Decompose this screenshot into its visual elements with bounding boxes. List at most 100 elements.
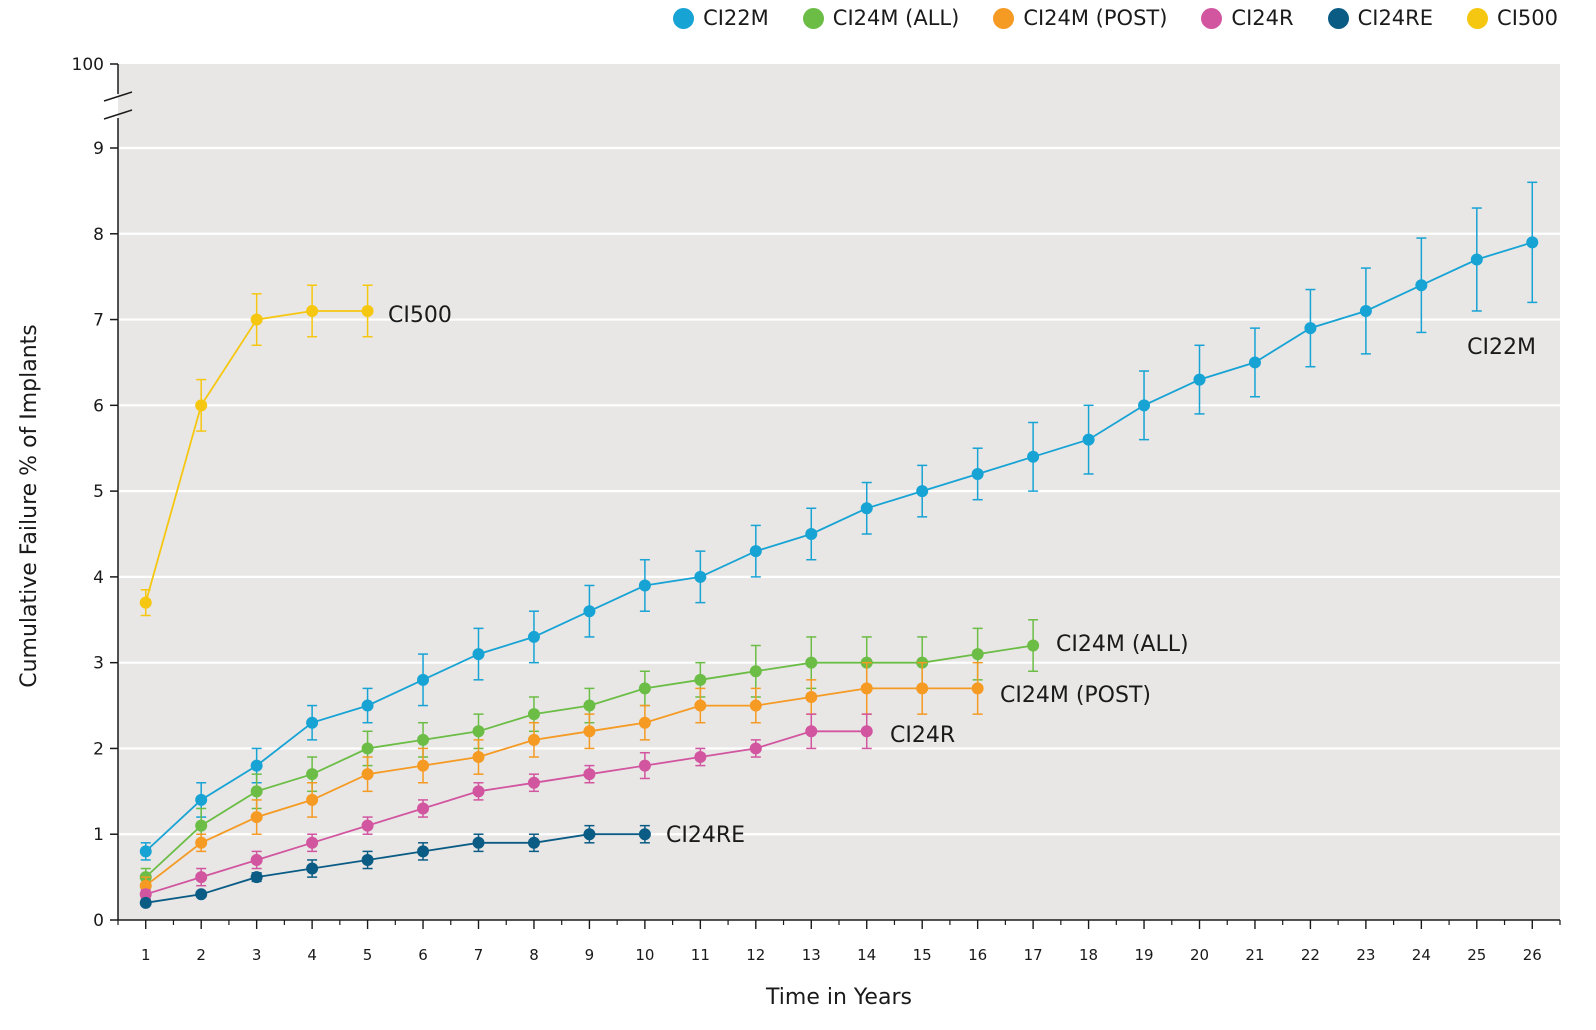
data-point <box>749 699 762 712</box>
data-point <box>638 682 651 695</box>
legend-label: CI500 <box>1497 6 1558 30</box>
data-point <box>694 751 707 764</box>
legend-swatch-icon <box>673 7 695 29</box>
x-tick-label: 25 <box>1467 946 1486 964</box>
x-tick-label: 26 <box>1523 946 1542 964</box>
data-point <box>472 725 485 738</box>
series-ci22m: CI22M <box>139 181 1539 861</box>
data-point <box>694 673 707 686</box>
data-point <box>139 888 152 901</box>
legend: CI22M CI24M (ALL) CI24M (POST) CI24R CI24RE C… <box>673 6 1558 30</box>
data-point <box>583 828 596 841</box>
data-point <box>195 836 208 849</box>
data-point <box>916 485 929 498</box>
data-point <box>1248 356 1261 369</box>
data-point <box>860 682 873 695</box>
legend-label: CI24R <box>1231 6 1294 30</box>
series-end-label: CI24RE <box>666 823 745 848</box>
y-tick-label: 0 <box>93 911 104 931</box>
data-point <box>583 725 596 738</box>
data-point <box>417 802 430 815</box>
data-point <box>361 768 374 781</box>
data-point <box>417 733 430 746</box>
data-point <box>1526 236 1539 249</box>
legend-swatch-icon <box>1467 7 1489 29</box>
data-point <box>195 871 208 884</box>
data-point <box>139 896 152 909</box>
data-point <box>195 793 208 806</box>
data-point <box>306 793 319 806</box>
data-point <box>417 673 430 686</box>
data-point <box>250 811 263 824</box>
y-tick-label: 8 <box>93 225 104 245</box>
data-point <box>583 699 596 712</box>
data-point <box>1138 399 1151 412</box>
x-tick-label: 13 <box>802 946 821 964</box>
data-point <box>971 467 984 480</box>
data-point <box>638 579 651 592</box>
x-tick-label: 2 <box>196 946 206 964</box>
data-point <box>527 630 540 643</box>
data-point <box>417 759 430 772</box>
data-point <box>749 665 762 678</box>
series-layer: CI22M CI24M (ALL) CI24M (POST) CI24R CI24RE C… <box>139 181 1539 909</box>
series-line <box>145 241 1533 853</box>
data-point <box>860 725 873 738</box>
data-point <box>306 716 319 729</box>
data-point <box>860 502 873 515</box>
x-tick-label: 18 <box>1079 946 1098 964</box>
data-point <box>805 528 818 540</box>
series-end-label: CI24M (POST) <box>1000 683 1151 708</box>
data-point <box>805 690 818 703</box>
data-point <box>527 836 540 849</box>
x-tick-label: 4 <box>307 946 317 964</box>
axis-break-mark <box>103 109 133 120</box>
data-point <box>361 742 374 755</box>
y-tick-label: 100 <box>72 55 104 75</box>
data-point <box>139 596 152 609</box>
x-tick-label: 21 <box>1245 946 1264 964</box>
data-point <box>306 862 319 875</box>
data-point <box>250 759 263 772</box>
data-point <box>472 836 485 849</box>
legend-label: CI24RE <box>1357 6 1434 30</box>
x-tick-label: 9 <box>585 946 595 964</box>
data-point <box>527 776 540 789</box>
data-point <box>1304 322 1317 335</box>
series-ci24re: CI24RE <box>139 823 745 909</box>
series-end-label: CI24R <box>890 723 955 748</box>
x-tick-label: 17 <box>1024 946 1043 964</box>
data-point <box>749 545 762 558</box>
data-point <box>1027 450 1040 463</box>
data-point <box>139 845 152 858</box>
data-point <box>749 742 762 755</box>
data-point <box>361 304 374 317</box>
x-axis-title: Time in Years <box>765 985 912 1010</box>
x-tick-label: 8 <box>529 946 539 964</box>
series-ci500: CI500 <box>139 284 452 617</box>
series-line <box>145 730 867 896</box>
data-point <box>250 785 263 798</box>
x-tick-label: 7 <box>474 946 484 964</box>
data-point <box>638 828 651 841</box>
y-tick-label: 7 <box>93 311 104 331</box>
y-tick-label: 6 <box>93 396 104 416</box>
data-point <box>250 853 263 866</box>
data-point <box>1470 253 1483 266</box>
data-point <box>250 313 263 326</box>
data-point <box>306 304 319 317</box>
data-point <box>1359 304 1372 317</box>
data-point <box>971 682 984 695</box>
data-point <box>417 845 430 858</box>
data-point <box>805 656 818 669</box>
data-point <box>583 768 596 781</box>
series-end-label: CI500 <box>388 303 452 328</box>
data-point <box>916 682 929 695</box>
x-tick-label: 24 <box>1412 946 1431 964</box>
data-point <box>694 570 707 583</box>
y-tick-label: 4 <box>93 568 104 588</box>
legend-item: CI24RE <box>1327 6 1434 30</box>
y-tick-label: 5 <box>93 482 104 502</box>
series-ci24m-post-: CI24M (POST) <box>139 661 1151 896</box>
